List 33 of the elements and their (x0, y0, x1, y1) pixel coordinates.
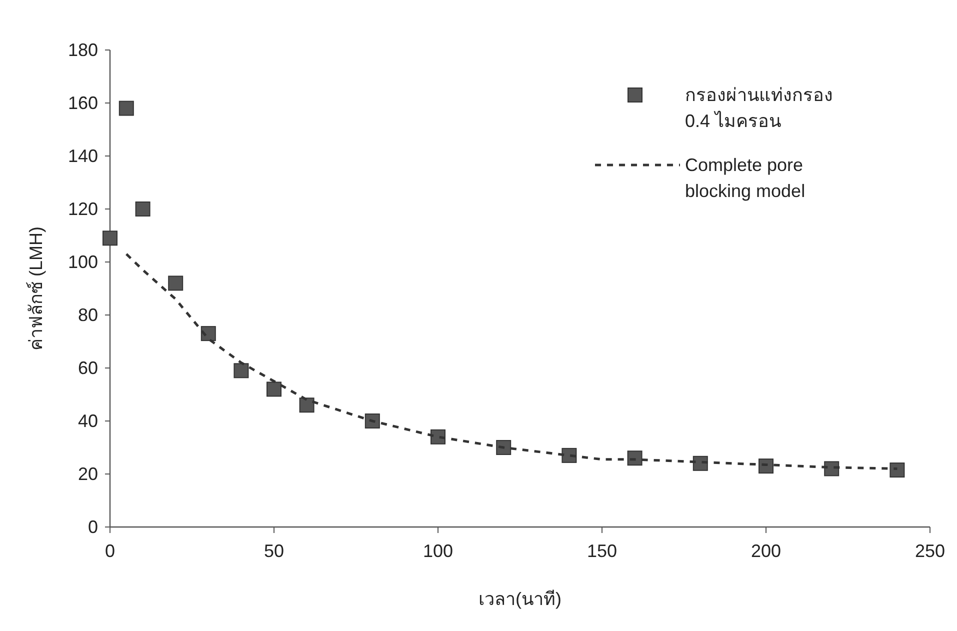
y-tick-label: 180 (68, 40, 98, 60)
point (135, 202, 150, 216)
x-tick-label: 100 (422, 541, 454, 561)
y-tick-label: 40 (78, 411, 98, 431)
point (496, 440, 512, 455)
y-tick-label: 160 (68, 93, 98, 113)
y-tick-label: 20 (78, 464, 98, 484)
x-axis-title: เวลา(นาที) (478, 589, 562, 609)
point (266, 382, 282, 397)
point (299, 398, 314, 413)
y-tick-label: 120 (68, 199, 98, 219)
point (118, 100, 134, 116)
y-tick-label: 60 (78, 358, 98, 378)
x-tick-label: 0 (104, 541, 116, 561)
legend-label: กรองผ่านแท่งกรอง 0.4 ไมครอน (685, 85, 833, 131)
x-tick-label: 150 (586, 541, 618, 561)
x-tick-label: 200 (750, 541, 782, 561)
point (890, 462, 905, 478)
y-tick-label: 80 (78, 305, 98, 325)
point (200, 326, 216, 342)
y-tick-label: 100 (68, 252, 98, 272)
legend-label: Complete pore blocking model (685, 155, 806, 201)
point (627, 450, 642, 466)
point (168, 276, 184, 291)
x-tick-label: 250 (914, 541, 946, 561)
y-tick-label: 140 (68, 146, 98, 166)
point (234, 363, 249, 378)
x-tick-label: 50 (264, 541, 284, 561)
point (102, 230, 118, 246)
y-tick-label: 0 (88, 517, 98, 537)
point (364, 414, 380, 428)
point (758, 458, 774, 474)
y-axis-title: ค่าฟลักซ์ (LMH) (26, 226, 46, 350)
